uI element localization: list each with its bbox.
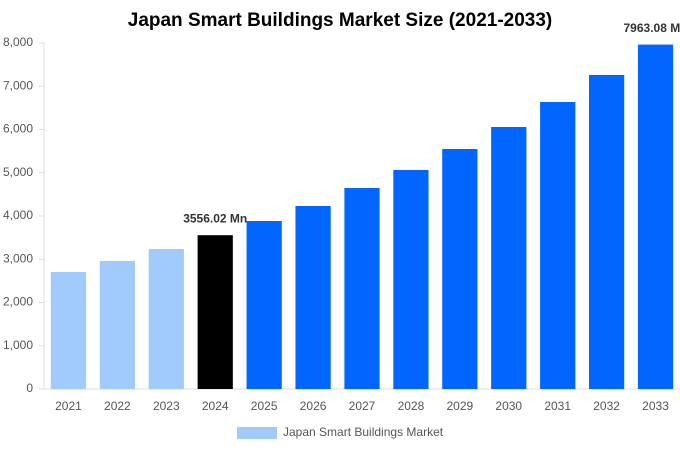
y-tick-label: 7,000 — [3, 78, 33, 92]
chart-title: Japan Smart Buildings Market Size (2021-… — [128, 10, 553, 31]
x-tick-label: 2027 — [349, 399, 376, 413]
legend-label: Japan Smart Buildings Market — [283, 425, 444, 439]
x-tick-label: 2022 — [104, 399, 131, 413]
bar — [393, 169, 429, 389]
bar — [50, 272, 87, 389]
bar — [295, 206, 331, 389]
bar — [197, 235, 233, 389]
x-tick-label: 2033 — [642, 399, 669, 413]
x-tick-label: 2023 — [153, 399, 180, 413]
y-tick-label: 4,000 — [3, 208, 33, 222]
x-tick-label: 2029 — [446, 399, 473, 413]
y-tick-label: 2,000 — [3, 295, 33, 309]
x-tick-label: 2024 — [202, 399, 229, 413]
bar — [344, 188, 380, 389]
value-label: 3556.02 Mn — [183, 211, 247, 225]
y-tick-label: 1,000 — [3, 338, 33, 352]
x-tick-label: 2028 — [398, 399, 425, 413]
x-tick-label: 2030 — [495, 399, 522, 413]
bar — [246, 221, 282, 389]
legend-swatch — [237, 427, 277, 439]
y-tick-label: 0 — [26, 381, 33, 395]
bar — [637, 44, 674, 389]
bar — [491, 126, 527, 389]
y-tick-label: 3,000 — [3, 251, 33, 265]
y-tick-label: 8,000 — [3, 35, 33, 49]
x-tick-label: 2026 — [300, 399, 327, 413]
y-tick-label: 5,000 — [3, 165, 33, 179]
bar — [99, 260, 135, 389]
x-tick-label: 2025 — [251, 399, 278, 413]
bar — [540, 101, 576, 390]
bar — [442, 149, 478, 389]
bar — [148, 248, 184, 389]
bar — [589, 75, 625, 389]
y-tick-label: 6,000 — [3, 122, 33, 136]
x-tick-label: 2031 — [544, 399, 571, 413]
value-label: 7963.08 Mn — [624, 21, 680, 35]
x-tick-label: 2021 — [55, 399, 82, 413]
x-tick-label: 2032 — [593, 399, 620, 413]
